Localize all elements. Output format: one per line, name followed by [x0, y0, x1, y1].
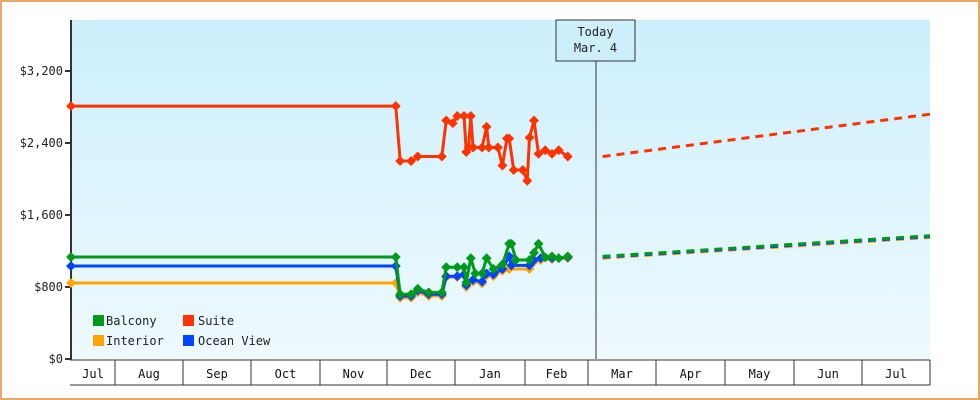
data-point-marker[interactable] [497, 259, 508, 270]
data-point-marker[interactable] [488, 269, 499, 280]
legend: Balcony Suite Interior Ocean View [93, 314, 271, 348]
legend-label-suite: Suite [198, 314, 234, 328]
data-point-marker[interactable] [529, 247, 539, 258]
today-marker: Today Mar. 4 [555, 19, 636, 359]
data-point-marker[interactable] [517, 165, 528, 175]
x-month-label: Jun [817, 367, 839, 381]
legend-item-suite[interactable]: Suite [183, 314, 234, 328]
x-month-label: Sep [206, 367, 228, 381]
data-point-marker[interactable] [524, 260, 535, 271]
data-point-marker[interactable] [483, 142, 494, 153]
data-point-marker[interactable] [465, 253, 476, 264]
series-group [66, 101, 931, 303]
data-point-marker[interactable] [412, 151, 423, 162]
x-month-label: Jan [479, 367, 501, 381]
data-point-marker[interactable] [488, 264, 499, 274]
y-axis-ticks: $0 $800 $1,600 $2,400 $3,200 [20, 64, 71, 366]
data-point-marker[interactable] [461, 277, 472, 288]
data-point-marker[interactable] [423, 287, 434, 298]
data-point-marker[interactable] [553, 145, 564, 156]
data-point-marker[interactable] [492, 142, 503, 153]
data-point-marker[interactable] [506, 238, 517, 249]
today-label-line1: Today [577, 25, 613, 39]
legend-item-interior[interactable]: Interior [93, 334, 164, 348]
data-point-marker[interactable] [477, 142, 488, 153]
y-tick-label: $3,200 [20, 64, 63, 78]
y-tick-label: $1,600 [20, 208, 63, 222]
data-point-marker[interactable] [452, 271, 463, 282]
data-point-marker[interactable] [436, 151, 447, 162]
data-point-marker[interactable] [522, 175, 533, 186]
data-point-marker[interactable] [452, 262, 463, 273]
legend-item-balcony[interactable]: Balcony [93, 314, 157, 328]
data-point-marker[interactable] [470, 268, 481, 279]
x-axis-month-band: Jul Aug Sep Oct Nov Dec Jan Feb Mar Apr May Jun Jul [70, 359, 931, 386]
x-month-label: Aug [138, 367, 160, 381]
today-label-date: Mar. 4 [574, 41, 617, 55]
data-point-marker[interactable] [547, 251, 557, 262]
data-point-marker[interactable] [540, 145, 551, 156]
data-point-marker[interactable] [406, 289, 417, 300]
plot-area [71, 20, 930, 359]
x-month-label: Jul [885, 367, 907, 381]
legend-item-ocean-view[interactable]: Ocean View [183, 334, 271, 348]
y-tick-label: $2,400 [20, 136, 63, 150]
legend-label-balcony: Balcony [106, 314, 157, 328]
ocean-view-swatch-icon [183, 335, 194, 346]
data-point-marker[interactable] [529, 115, 539, 126]
data-point-marker[interactable] [533, 148, 544, 159]
data-point-marker[interactable] [395, 156, 406, 166]
x-month-label: Dec [410, 367, 432, 381]
x-month-label: Oct [275, 367, 297, 381]
data-point-marker[interactable] [477, 268, 488, 279]
data-point-marker[interactable] [524, 132, 535, 143]
today-label-box [555, 19, 636, 62]
forecast-line [602, 234, 931, 258]
data-point-marker[interactable] [481, 253, 492, 264]
x-month-label: Apr [680, 367, 702, 381]
data-point-marker[interactable] [468, 142, 479, 153]
data-point-marker[interactable] [506, 260, 517, 271]
x-month-label: Jul [82, 367, 104, 381]
legend-label-interior: Interior [106, 334, 164, 348]
interior-swatch-icon [93, 335, 104, 346]
y-tick-label: $0 [49, 352, 63, 366]
suite-swatch-icon [183, 315, 194, 326]
data-point-marker[interactable] [441, 262, 452, 273]
y-tick-label: $800 [34, 280, 63, 294]
data-point-marker[interactable] [562, 251, 573, 262]
data-point-marker[interactable] [390, 252, 401, 262]
data-point-marker[interactable] [562, 151, 573, 162]
data-point-marker[interactable] [533, 238, 544, 249]
data-point-marker[interactable] [547, 148, 557, 159]
data-point-marker[interactable] [497, 160, 508, 171]
data-point-marker[interactable] [395, 289, 406, 300]
legend-label-ocean-view: Ocean View [198, 334, 271, 348]
x-month-label: Mar [611, 367, 633, 381]
data-point-marker[interactable] [459, 262, 469, 273]
balcony-swatch-icon [93, 315, 104, 326]
data-point-marker[interactable] [412, 283, 423, 294]
data-point-marker[interactable] [406, 156, 417, 166]
data-point-marker[interactable] [504, 133, 515, 144]
x-month-label: Feb [546, 367, 568, 381]
data-point-marker[interactable] [524, 255, 535, 265]
x-month-label: May [749, 367, 771, 381]
data-point-marker[interactable] [477, 276, 488, 287]
data-point-marker[interactable] [436, 287, 447, 298]
data-point-marker[interactable] [66, 101, 76, 112]
x-month-label: Nov [343, 367, 365, 381]
data-point-marker[interactable] [511, 255, 521, 265]
